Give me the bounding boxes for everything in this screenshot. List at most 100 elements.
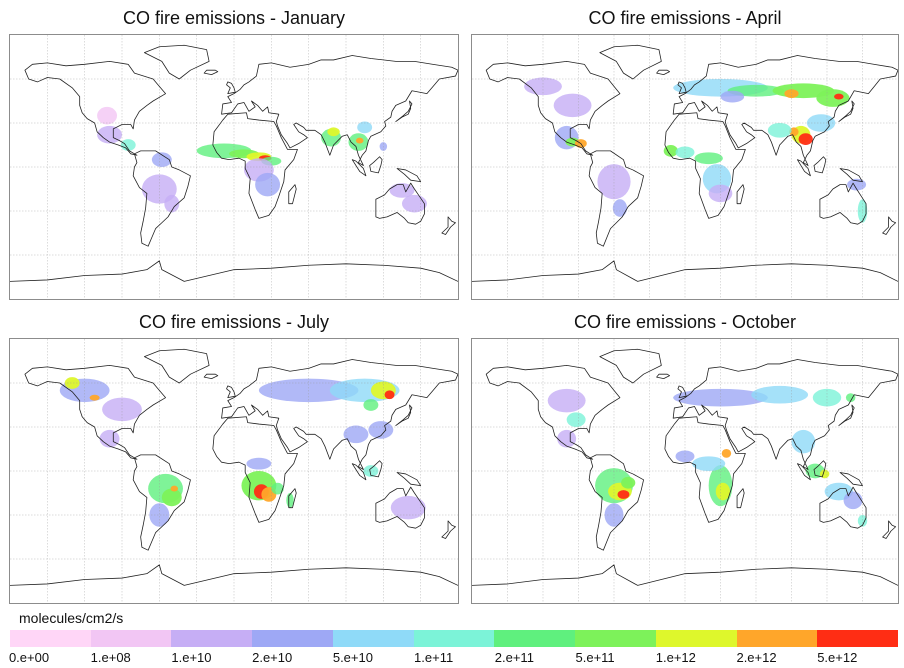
coastline-sumatra <box>352 160 366 176</box>
coastlines <box>10 349 458 585</box>
coastline-iceland <box>204 374 218 378</box>
emission-patch <box>99 429 120 448</box>
coastline-borneo <box>370 461 382 477</box>
emission-patch <box>843 491 863 510</box>
coastline-new-zealand <box>883 521 896 539</box>
emission-patch <box>692 456 726 471</box>
emission-patch <box>767 123 792 138</box>
coastlines <box>472 45 898 281</box>
emission-patch <box>363 399 379 411</box>
coastline-australia <box>376 183 425 224</box>
coastline-africa <box>213 417 298 523</box>
legend-tick-label: 5.e+11 <box>575 650 615 665</box>
emission-patch <box>798 133 813 145</box>
coastline-sumatra <box>797 160 810 176</box>
emission-patch <box>816 89 850 107</box>
legend-units-label: molecules/cm2/s <box>19 610 124 626</box>
coastline-greenland <box>144 45 209 79</box>
emission-patch <box>694 152 723 165</box>
panel-title: CO fire emissions - January <box>122 8 346 28</box>
emission-patch <box>89 394 100 401</box>
emission-patch <box>120 139 136 151</box>
emission-layer <box>524 77 868 223</box>
coastline-eurasia <box>673 56 898 166</box>
map-svg <box>472 35 898 299</box>
legend-tick-label: 2.e+12 <box>736 650 777 665</box>
emission-patch <box>149 503 170 527</box>
coastline-new-zealand <box>442 217 456 235</box>
coastline-borneo <box>814 157 826 173</box>
color-legend-bar <box>10 630 899 647</box>
legend-tick-label: 5.e+10 <box>332 650 373 665</box>
graticule <box>472 339 898 603</box>
emission-patch <box>170 485 178 492</box>
coastline-new-zealand <box>883 217 896 235</box>
legend-tick-label: 5.e+12 <box>817 650 858 665</box>
coastline-antarctica <box>10 261 458 282</box>
legend-swatch <box>494 630 576 647</box>
legend-swatch <box>332 630 414 647</box>
legend-swatch <box>171 630 253 647</box>
legend-tick-label: 2.e+11 <box>494 650 534 665</box>
coastline-eurasia <box>222 56 458 166</box>
coastline-madagascar <box>289 185 296 204</box>
coastline-greenland <box>144 349 209 383</box>
legend-tick-label: 2.e+10 <box>252 650 293 665</box>
coastline-south-america <box>133 455 190 550</box>
emission-patch <box>97 106 118 125</box>
coastline-borneo <box>370 157 382 173</box>
emission-patch <box>708 184 733 203</box>
emission-patch <box>368 421 394 439</box>
coastline-japan <box>839 405 854 426</box>
legend-swatch <box>252 630 333 647</box>
emission-patch <box>566 412 586 427</box>
coastline-british-isles <box>227 386 236 398</box>
map-panel-april: CO fire emissions - April <box>471 8 899 300</box>
legend-swatch <box>655 630 737 647</box>
coastline-antarctica <box>472 565 898 586</box>
coastline-madagascar <box>289 489 296 508</box>
legend-tick-label: 1.e+11 <box>414 650 454 665</box>
coastline-north-america <box>25 365 166 459</box>
emission-patch <box>402 194 427 213</box>
coastline-iceland <box>204 70 218 74</box>
emission-patch <box>357 121 373 134</box>
emission-patch <box>845 393 856 403</box>
coastline-north-america <box>486 365 620 459</box>
coastline-antarctica <box>472 261 898 282</box>
graticule <box>10 35 458 299</box>
emission-patch <box>617 490 630 499</box>
coastline-greenland <box>600 45 662 79</box>
panel-title: CO fire emissions - July <box>138 312 330 332</box>
emission-patch <box>553 93 592 118</box>
coastline-british-isles <box>678 82 686 94</box>
coastline-south-america <box>589 455 643 550</box>
legend-tick-label: 1.e+08 <box>90 650 131 665</box>
emission-patch <box>343 425 369 444</box>
emission-patch <box>255 172 281 197</box>
world-map <box>471 34 899 300</box>
world-map <box>9 338 459 604</box>
legend-swatch <box>413 630 495 647</box>
map-panel-january: CO fire emissions - January <box>9 8 459 300</box>
emission-patch <box>721 449 732 458</box>
coastline-australia <box>376 487 425 528</box>
emission-layer <box>547 385 868 527</box>
map-panel-july: CO fire emissions - July <box>9 312 459 604</box>
legend-tick-label: 1.e+10 <box>171 650 212 665</box>
coastline-iceland <box>657 374 670 378</box>
map-panel-october: CO fire emissions - October <box>471 312 899 604</box>
graticule <box>10 339 458 603</box>
emission-patch <box>355 137 364 144</box>
coastline-south-america <box>133 151 190 246</box>
emission-patch <box>164 194 180 213</box>
coastline-eurasia <box>222 360 458 470</box>
coastline-africa <box>665 417 745 523</box>
emission-layer <box>59 377 426 527</box>
coastline-africa <box>665 113 745 219</box>
coastline-madagascar <box>737 185 744 204</box>
world-map <box>9 34 459 300</box>
coastline-madagascar <box>737 489 744 508</box>
coastline-new-zealand <box>442 521 456 539</box>
coastline-north-america <box>486 61 620 155</box>
